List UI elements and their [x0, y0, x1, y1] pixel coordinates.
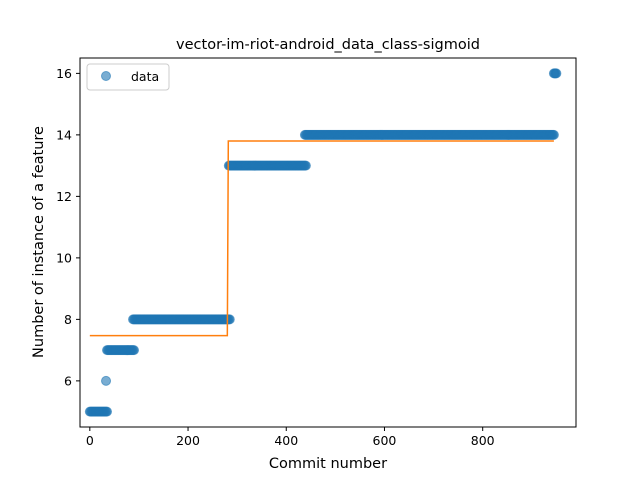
data-point	[548, 129, 559, 140]
axes: 0 200 400 600 800 6 8 10 12 14 16	[56, 66, 495, 448]
chart-title: vector-im-riot-android_data_class-sigmoi…	[176, 37, 480, 53]
legend: data	[86, 63, 170, 91]
y-tick-label: 14	[56, 127, 72, 142]
y-tick-label: 16	[56, 66, 72, 81]
plot-frame	[79, 57, 577, 428]
x-tick-label: 400	[274, 433, 298, 448]
y-axis-label: Number of instance of a feature	[31, 126, 47, 358]
x-tick-label: 800	[471, 433, 495, 448]
legend-marker-data	[101, 71, 111, 81]
legend-label-data: data	[131, 69, 159, 84]
data-point	[101, 375, 112, 386]
data-point	[551, 68, 562, 79]
legend-box	[86, 63, 170, 91]
fit-line	[89, 140, 554, 337]
y-tick-label: 8	[64, 312, 72, 327]
x-axis-label: Commit number	[269, 456, 387, 472]
x-tick-label: 200	[176, 433, 200, 448]
data-point	[102, 406, 113, 417]
data-point	[300, 160, 311, 171]
plot-area	[84, 68, 562, 417]
data-point	[224, 314, 235, 325]
x-tick-label: 600	[373, 433, 397, 448]
y-tick-label: 12	[56, 189, 72, 204]
y-tick-label: 10	[56, 250, 72, 265]
y-tick-label: 6	[64, 373, 72, 388]
x-tick-label: 0	[86, 433, 94, 448]
data-point	[129, 345, 140, 356]
